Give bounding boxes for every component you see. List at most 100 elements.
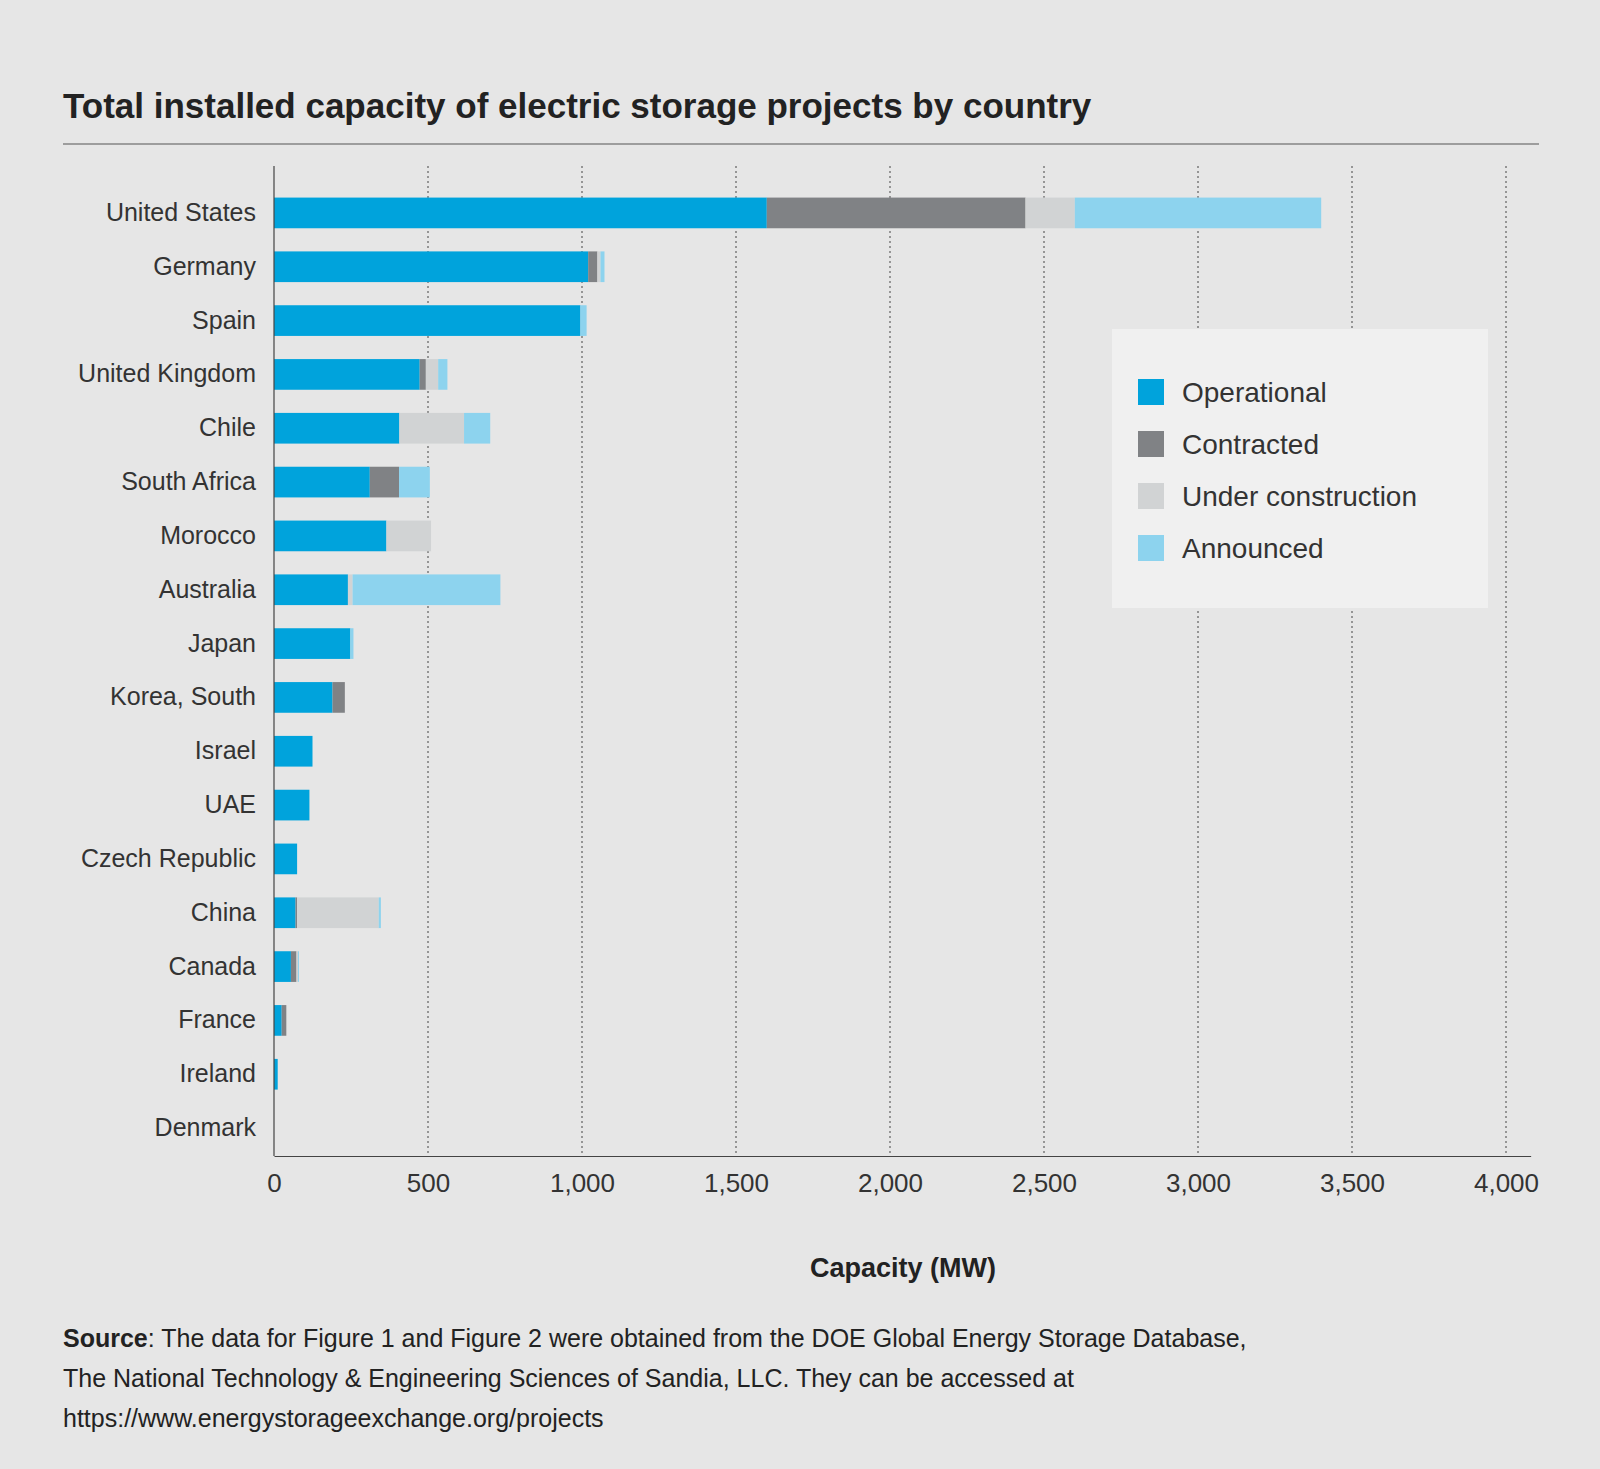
x-tick: 3,000 xyxy=(1166,1156,1231,1198)
y-tick-label: France xyxy=(178,1005,256,1033)
bar xyxy=(282,1005,287,1036)
bar xyxy=(274,682,333,713)
series-bars xyxy=(282,198,1026,1036)
bar xyxy=(600,251,604,282)
bar xyxy=(274,467,370,498)
bar xyxy=(1026,198,1075,229)
legend-box xyxy=(1112,329,1488,608)
bar xyxy=(399,467,430,498)
chart: Total installed capacity of electric sto… xyxy=(0,0,1600,1469)
bar xyxy=(312,736,313,767)
y-tick: United States xyxy=(106,198,274,226)
y-tick: France xyxy=(178,1005,274,1033)
y-tick-label: Ireland xyxy=(180,1059,256,1087)
source-label: Source xyxy=(63,1324,148,1352)
bar xyxy=(274,844,297,875)
x-tick-label: 1,000 xyxy=(550,1168,615,1198)
bar xyxy=(312,736,313,767)
source-text: https://www.energystorageexchange.org/pr… xyxy=(63,1404,604,1432)
bar xyxy=(296,951,298,982)
y-tick: Denmark xyxy=(155,1113,274,1141)
x-tick: 3,500 xyxy=(1320,1156,1385,1198)
x-tick: 1,500 xyxy=(704,1156,769,1198)
y-tick-label: Korea, South xyxy=(110,682,256,710)
bar xyxy=(580,305,586,336)
grid-line xyxy=(1198,166,1199,1156)
y-tick-label: Japan xyxy=(188,629,256,657)
bar xyxy=(309,790,310,821)
y-tick-label: Canada xyxy=(168,952,256,980)
y-axis: United States Germany Spain United Kingdom C… xyxy=(78,166,274,1156)
y-tick: China xyxy=(191,898,274,926)
source-text: The National Technology & Engineering Sc… xyxy=(63,1364,1074,1392)
legend-swatch xyxy=(1138,483,1164,509)
bar xyxy=(277,1059,278,1090)
x-tick-label: 3,500 xyxy=(1320,1168,1385,1198)
y-tick: Chile xyxy=(199,413,274,441)
y-tick: Czech Republic xyxy=(81,844,274,872)
y-tick-label: Israel xyxy=(195,736,256,764)
y-tick-label: United States xyxy=(106,198,256,226)
bar xyxy=(274,198,767,229)
bar xyxy=(588,251,597,282)
bar xyxy=(274,628,350,659)
y-tick-label: Spain xyxy=(192,306,256,334)
bar xyxy=(277,1059,278,1090)
bar xyxy=(274,521,386,552)
legend-swatch xyxy=(1138,379,1164,405)
bar xyxy=(297,844,298,875)
bar xyxy=(767,198,1026,229)
bar xyxy=(350,628,353,659)
x-tick-label: 3,000 xyxy=(1166,1168,1231,1198)
bar xyxy=(274,305,580,336)
bar xyxy=(386,521,431,552)
bar xyxy=(274,413,399,444)
bar xyxy=(426,359,438,390)
x-tick: 500 xyxy=(407,1156,450,1198)
bar xyxy=(1075,198,1321,229)
x-tick: 1,000 xyxy=(550,1156,615,1198)
bar xyxy=(274,251,588,282)
y-tick-label: Czech Republic xyxy=(81,844,256,872)
y-tick-label: Chile xyxy=(199,413,256,441)
bar xyxy=(438,359,447,390)
y-tick-label: Denmark xyxy=(155,1113,257,1141)
bar xyxy=(344,682,345,713)
bar xyxy=(309,790,310,821)
legend-label: Under construction xyxy=(1182,481,1417,512)
y-tick: Spain xyxy=(192,306,274,334)
bar xyxy=(379,897,381,928)
bar xyxy=(370,467,399,498)
bar xyxy=(344,682,345,713)
y-tick: UAE xyxy=(205,790,274,818)
y-tick: Ireland xyxy=(180,1059,274,1087)
bar xyxy=(298,951,300,982)
y-tick-label: UAE xyxy=(205,790,256,818)
title-rule xyxy=(63,143,1539,144)
y-tick-label: South Africa xyxy=(121,467,256,495)
y-tick: United Kingdom xyxy=(78,359,274,387)
y-tick: Japan xyxy=(188,629,274,657)
grid-line xyxy=(1506,166,1507,1156)
background xyxy=(0,0,1600,1469)
bar xyxy=(274,790,309,821)
x-tick: 2,500 xyxy=(1012,1156,1077,1198)
bar xyxy=(597,251,600,282)
bar xyxy=(296,897,298,928)
bar xyxy=(277,1059,278,1090)
bar xyxy=(348,574,353,605)
y-tick-label: Morocco xyxy=(160,521,256,549)
grid-line xyxy=(890,166,891,1156)
y-tick: Morocco xyxy=(160,521,274,549)
legend-label: Announced xyxy=(1182,533,1324,564)
y-tick-label: Australia xyxy=(159,575,256,603)
x-tick-label: 4,000 xyxy=(1474,1168,1539,1198)
source: Source: The data for Figure 1 and Figure… xyxy=(63,1324,1247,1432)
y-tick-label: China xyxy=(191,898,256,926)
bar xyxy=(464,413,490,444)
bar xyxy=(333,682,345,713)
bar xyxy=(399,413,464,444)
grid-line xyxy=(736,166,737,1156)
y-tick: Germany xyxy=(153,252,274,280)
x-axis-title: Capacity (MW) xyxy=(810,1253,996,1283)
